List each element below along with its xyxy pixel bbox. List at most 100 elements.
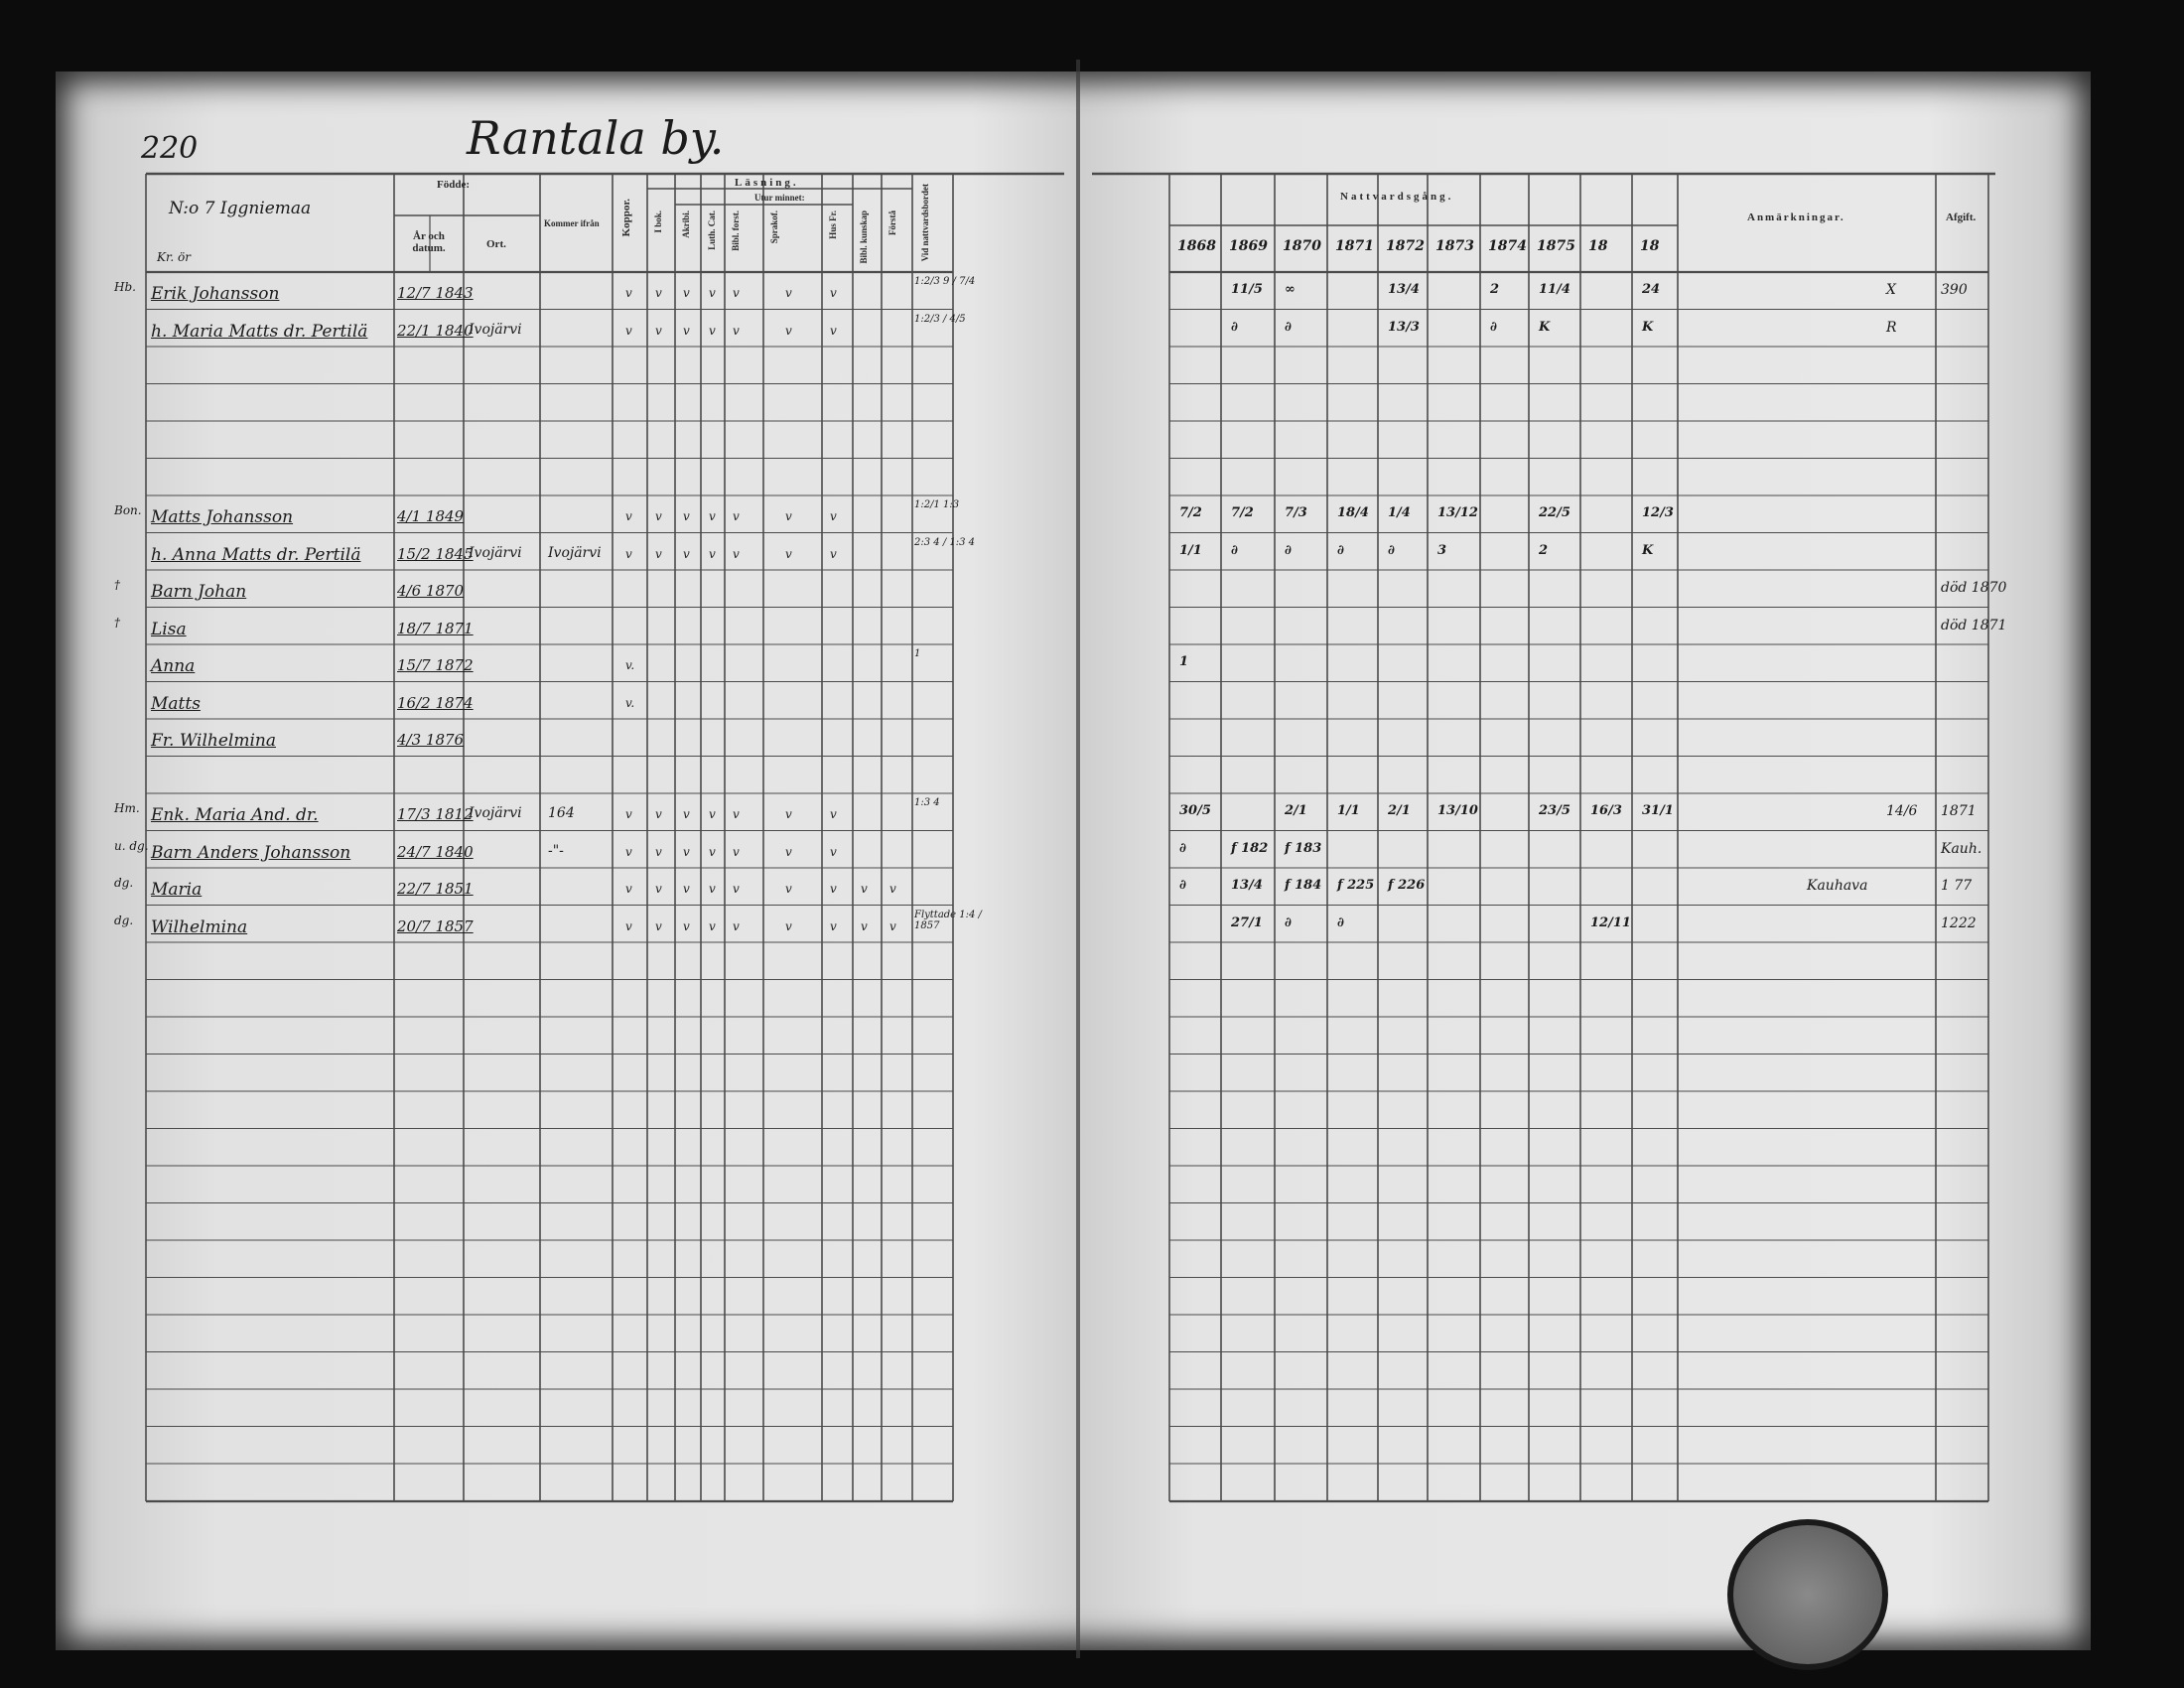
reading-mark: v [733, 807, 740, 821]
reading-mark: v [733, 509, 740, 523]
reading-mark: v [709, 807, 716, 821]
smallpox-mark: v [625, 286, 632, 300]
reading-mark: v [683, 882, 690, 896]
person-name: Lisa [151, 619, 187, 639]
communion-year-mark: 1/1 [1179, 542, 1202, 558]
reading-mark: v [785, 844, 792, 859]
communion-year-mark: 16/3 [1590, 803, 1622, 818]
reading-mark: v [889, 918, 896, 933]
reading-mark: v [683, 509, 690, 523]
reading-mark: v [889, 882, 896, 896]
communion-year-mark: ∞ [1285, 282, 1296, 297]
person-name: Enk. Maria And. dr. [151, 805, 319, 825]
reading-mark: v [655, 509, 662, 523]
birth-date: 12/7 1843 [397, 284, 474, 302]
reading-mark: v [655, 882, 662, 896]
reading-mark: v [785, 509, 792, 523]
book-fold [1076, 60, 1080, 1658]
reading-mark: v [683, 807, 690, 821]
birth-place: Ivojärvi [469, 321, 522, 338]
birth-place: Ivojärvi [469, 805, 522, 821]
reading-mark: v [709, 918, 716, 933]
birth-date: 18/7 1871 [397, 619, 474, 637]
smallpox-mark: v [625, 323, 632, 338]
reading-column-header: Akribi. [681, 211, 691, 238]
reading-mark: v [785, 918, 792, 933]
reading-mark: v [709, 286, 716, 300]
reading-mark: v [683, 844, 690, 859]
communion-header: Nattvardsgång. [1340, 191, 1454, 203]
communion-year-mark: 2 [1490, 282, 1500, 297]
communion-year-mark: 13/3 [1388, 319, 1420, 335]
reading-mark: v [655, 286, 662, 300]
communion-year-mark: 7/3 [1285, 505, 1307, 520]
reading-mark: v [830, 844, 837, 859]
birth-date: 15/7 1872 [397, 656, 474, 674]
remark-note: R [1886, 319, 1897, 336]
reading-header: Läsning. [735, 177, 799, 189]
reading-mark: v [655, 546, 662, 561]
communion-year-mark: ∂ [1231, 319, 1238, 335]
row-margin-note: † [114, 578, 120, 592]
communion-year-mark: ∂ [1231, 542, 1238, 558]
person-name: Matts [151, 693, 201, 714]
smallpox-header: Koppor. [620, 199, 632, 237]
reading-column-header: I bok. [653, 211, 663, 233]
communion-year-mark: ∂ [1285, 914, 1292, 930]
came-from: -"- [548, 842, 564, 859]
communion-note: 1:2/3 / 4/5 [914, 313, 966, 325]
reading-mark: v [683, 286, 690, 300]
birth-header: Födde: [437, 179, 470, 191]
birth-date: 17/3 1812 [397, 805, 474, 823]
reading-mark: v [683, 323, 690, 338]
household-sub: Kr. ör [157, 250, 191, 264]
person-name: h. Maria Matts dr. Pertilä [151, 321, 368, 342]
reading-mark: v [655, 807, 662, 821]
reading-mark: v [830, 918, 837, 933]
communion-year-mark: K [1642, 319, 1654, 335]
reading-mark: v [861, 882, 868, 896]
reading-mark: v [830, 286, 837, 300]
communion-year-mark: ∂ [1388, 542, 1395, 558]
reading-mark: v [733, 918, 740, 933]
year-header: 1870 [1283, 238, 1321, 254]
communion-year-mark: 13/4 [1231, 878, 1263, 893]
communion-year-mark: 12/11 [1590, 914, 1631, 930]
person-name: Barn Johan [151, 582, 247, 602]
reading-mark: v [830, 509, 837, 523]
year-header: 18 [1640, 238, 1660, 254]
communion-year-mark: ∂ [1179, 840, 1186, 856]
row-margin-note: dg. [114, 876, 134, 890]
page-number: 220 [141, 131, 199, 166]
came-from: Ivojärvi [548, 544, 602, 561]
communion-year-mark: f 182 [1231, 840, 1269, 856]
person-name: Erik Johansson [151, 284, 280, 304]
year-header: 1872 [1386, 238, 1425, 254]
reading-mark: v [709, 844, 716, 859]
communion-year-mark: ∂ [1490, 319, 1497, 335]
birth-date: 22/1 1840 [397, 321, 474, 340]
communion-year-mark: ∂ [1285, 542, 1292, 558]
person-name: Maria [151, 880, 203, 900]
communion-year-mark: 7/2 [1179, 505, 1202, 520]
reading-mark: v [709, 509, 716, 523]
reading-mark: v [709, 546, 716, 561]
communion-year-mark: 23/5 [1539, 803, 1570, 818]
smallpox-mark: v [625, 844, 632, 859]
person-name: Anna [151, 656, 196, 676]
communion-year-mark: f 183 [1285, 840, 1322, 856]
communion-year-mark: 2/1 [1285, 803, 1307, 818]
reading-mark: v [733, 323, 740, 338]
reading-mark: v [733, 844, 740, 859]
year-header: 1871 [1335, 238, 1374, 254]
communion-year-mark: 24 [1642, 282, 1661, 297]
row-margin-note: Hb. [114, 280, 136, 294]
row-margin-note: Bon. [114, 503, 142, 517]
reading-mark: v [785, 286, 792, 300]
birth-place-header: Ort. [486, 238, 506, 250]
communion-year-mark: K [1642, 542, 1654, 558]
smallpox-mark: v [625, 807, 632, 821]
birth-date: 24/7 1840 [397, 842, 474, 861]
birth-date: 20/7 1857 [397, 916, 474, 935]
person-name: Barn Anders Johansson [151, 842, 351, 863]
